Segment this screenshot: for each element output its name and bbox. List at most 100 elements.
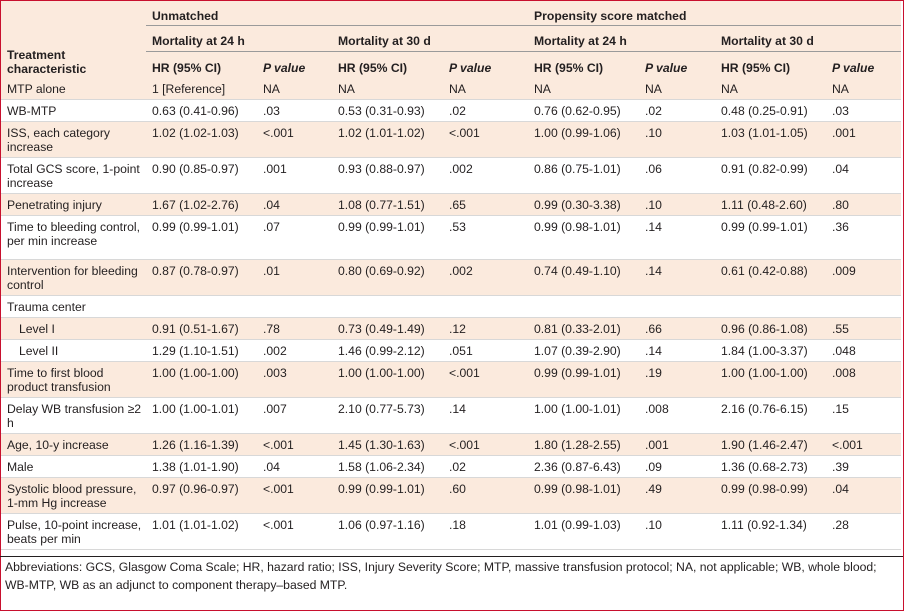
hr-cell: 0.91 (0.82-0.99) [721, 162, 808, 176]
hr-cell: 0.96 (0.86-1.08) [721, 322, 808, 336]
table-row: Trauma center [1, 295, 902, 318]
pvalue-cell: .09 [645, 460, 662, 474]
hr-cell: 1.00 (1.00-1.00) [338, 366, 425, 380]
hr-cell: 0.53 (0.31-0.93) [338, 104, 425, 118]
row-label: Level II [19, 344, 59, 358]
pvalue-cell: .06 [645, 162, 662, 176]
hr-cell: 1.67 (1.02-2.76) [152, 198, 239, 212]
mort30-unmatched: Mortality at 30 d [332, 25, 528, 52]
hr-cell: 1.84 (1.00-3.37) [721, 344, 808, 358]
hr-cell: 1.01 (0.99-1.03) [534, 518, 621, 532]
table-row: Time to first blood product transfusion 1… [1, 361, 902, 398]
pvalue-cell: <.001 [263, 126, 294, 140]
hr-header: HR (95% CI) [152, 61, 222, 75]
pvalue-cell: .39 [832, 460, 849, 474]
pvalue-cell [257, 296, 332, 318]
pvalue-cell: .14 [645, 344, 662, 358]
hr-cell: 0.99 (0.30-3.38) [534, 198, 621, 212]
hr-cell: 0.87 (0.78-0.97) [152, 264, 239, 278]
pvalue-cell: .10 [645, 198, 662, 212]
treatment-header: Treatment characteristic [7, 48, 87, 76]
hr-cell: 0.99 (0.99-1.01) [338, 220, 425, 234]
pvalue-cell: .66 [645, 322, 662, 336]
pvalue-cell: .051 [449, 344, 473, 358]
hr-header: HR (95% CI) [338, 61, 408, 75]
table-row: Systolic blood pressure, 1-mm Hg increas… [1, 477, 902, 514]
pvalue-cell: <.001 [263, 518, 294, 532]
hr-cell: 0.97 (0.96-0.97) [152, 482, 239, 496]
hr-cell: 1.90 (1.46-2.47) [721, 438, 808, 452]
pvalue-cell: .18 [449, 518, 466, 532]
footnote: Abbreviations: GCS, Glasgow Coma Scale; … [0, 556, 903, 594]
pvalue-cell: .048 [832, 344, 856, 358]
table-row: Level II 1.29 (1.10-1.51) .002 1.46 (0.99-2… [1, 339, 902, 362]
hr-cell: 1.80 (1.28-2.55) [534, 438, 621, 452]
pvalue-cell: .78 [263, 322, 280, 336]
hr-cell: 1.03 (1.01-1.05) [721, 126, 808, 140]
pvalue-cell: .14 [645, 264, 662, 278]
pvalue-cell: .001 [645, 438, 669, 452]
pvalue-cell: <.001 [263, 438, 294, 452]
hr-cell: 1.07 (0.39-2.90) [534, 344, 621, 358]
hr-cell: 1.45 (1.30-1.63) [338, 438, 425, 452]
hr-cell: 0.76 (0.62-0.95) [534, 104, 621, 118]
row-label: Time to first blood product transfusion [7, 366, 111, 394]
pvalue-cell: .03 [832, 104, 849, 118]
hr-cell: 0.91 (0.51-1.67) [152, 322, 239, 336]
pvalue-cell [826, 296, 901, 318]
pvalue-cell: .14 [449, 402, 466, 416]
pvalue-cell: .001 [832, 126, 856, 140]
hr-cell: 1.11 (0.48-2.60) [721, 198, 807, 212]
hr-cell: 1.00 (0.99-1.06) [534, 126, 621, 140]
hr-cell: 0.99 (0.99-1.01) [534, 366, 621, 380]
hr-cell [528, 296, 639, 318]
hr-header: HR (95% CI) [534, 61, 604, 75]
hr-cell: 0.99 (0.98-0.99) [721, 482, 808, 496]
table-row: Delay WB transfusion ≥2 h 1.00 (1.00-1.01… [1, 397, 902, 434]
pvalue-cell: <.001 [832, 438, 863, 452]
hr-cell: 2.36 (0.87-6.43) [534, 460, 621, 474]
table-row: WB-MTP 0.63 (0.41-0.96) .03 0.53 (0.31-0.93… [1, 99, 902, 122]
hr-cell: 1.01 (1.01-1.02) [152, 518, 239, 532]
table-row: Time to bleeding control, per min increa… [1, 215, 902, 260]
hr-cell: NA [721, 82, 738, 96]
hr-cell: 1.00 (1.00-1.00) [721, 366, 808, 380]
pvalue-cell: .001 [263, 162, 287, 176]
hr-cell: 0.93 (0.88-0.97) [338, 162, 425, 176]
pvalue-cell: .12 [449, 322, 466, 336]
group-matched: Propensity score matched [528, 1, 902, 26]
row-label: WB-MTP [7, 104, 57, 118]
table-body: MTP alone 1 [Reference] NA NA NA NA NA NA NA WB-M… [1, 78, 902, 550]
pvalue-cell: .02 [449, 104, 466, 118]
pvalue-cell: .02 [645, 104, 662, 118]
pvalue-cell: .003 [263, 366, 287, 380]
hr-cell: 0.48 (0.25-0.91) [721, 104, 808, 118]
table-row: Pulse, 10-point increase, beats per min 1… [1, 513, 902, 550]
mort30-matched: Mortality at 30 d [715, 25, 902, 52]
hr-cell [332, 296, 443, 318]
hr-cell: 0.99 (0.99-1.01) [721, 220, 808, 234]
pvalue-cell: .49 [645, 482, 662, 496]
pvalue-cell: .008 [645, 402, 669, 416]
group-unmatched: Unmatched [146, 1, 528, 26]
pvalue-cell: .10 [645, 518, 662, 532]
row-label: Penetrating injury [7, 198, 102, 212]
row-label: Systolic blood pressure, 1-mm Hg increas… [7, 482, 137, 510]
pvalue-cell: .04 [263, 460, 280, 474]
hr-cell: 0.99 (0.99-1.01) [152, 220, 239, 234]
pvalue-cell: NA [449, 82, 466, 96]
hr-header: HR (95% CI) [721, 61, 791, 75]
hr-cell: 2.16 (0.76-6.15) [721, 402, 808, 416]
pvalue-cell: .02 [449, 460, 466, 474]
row-label: Intervention for bleeding control [7, 264, 138, 292]
results-table: Treatment characteristic Unmatched Propen… [1, 1, 902, 550]
hr-cell: 0.99 (0.99-1.01) [338, 482, 425, 496]
hr-cell: NA [338, 82, 355, 96]
pvalue-header: P value [263, 61, 306, 75]
hr-cell: 0.74 (0.49-1.10) [534, 264, 621, 278]
table-row: Intervention for bleeding control 0.87 (0… [1, 259, 902, 296]
hr-cell [146, 296, 257, 318]
pvalue-cell: .60 [449, 482, 466, 496]
pvalue-cell: .14 [645, 220, 662, 234]
pvalue-cell: .03 [263, 104, 280, 118]
